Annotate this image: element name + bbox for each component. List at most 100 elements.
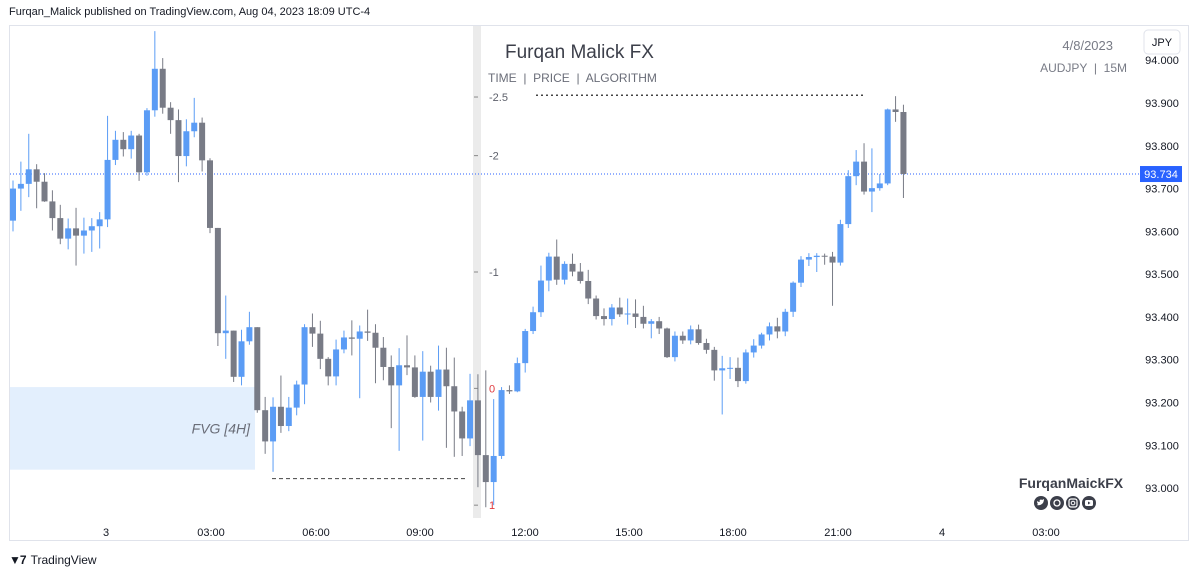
candle-body bbox=[695, 329, 702, 344]
fvg-label: FVG [4H] bbox=[192, 420, 251, 436]
candle-body bbox=[411, 367, 418, 397]
candle-body bbox=[151, 68, 158, 111]
candle bbox=[175, 109, 182, 183]
candle bbox=[49, 190, 56, 231]
candle-body bbox=[474, 400, 481, 456]
candle-body bbox=[679, 335, 686, 341]
candle-body bbox=[238, 341, 245, 377]
candle bbox=[325, 357, 332, 386]
candle-body bbox=[774, 326, 781, 332]
candle-body bbox=[632, 313, 639, 317]
candle bbox=[396, 348, 403, 451]
threads-icon bbox=[1050, 496, 1064, 510]
candle-body bbox=[687, 329, 694, 341]
y-tick-label: 93.200 bbox=[1145, 397, 1179, 409]
candle-body bbox=[128, 135, 135, 150]
candle-body bbox=[742, 352, 749, 382]
candle-body bbox=[246, 327, 253, 342]
candle-body bbox=[805, 257, 812, 260]
candle bbox=[10, 180, 16, 232]
candle bbox=[183, 119, 190, 167]
x-tick-label: 09:00 bbox=[406, 527, 434, 539]
candle-body bbox=[648, 321, 655, 324]
candle-body bbox=[585, 280, 592, 299]
candle bbox=[577, 263, 584, 284]
candle bbox=[467, 373, 474, 447]
candle bbox=[191, 97, 198, 138]
candle bbox=[829, 251, 836, 306]
candle bbox=[459, 406, 466, 456]
tradingview-logo-icon[interactable]: ▼7 bbox=[9, 553, 27, 567]
candle-body bbox=[845, 176, 852, 225]
candle bbox=[490, 399, 497, 506]
fib-label: 1 bbox=[489, 500, 495, 512]
x-tick-label: 15:00 bbox=[615, 527, 643, 539]
candle bbox=[868, 148, 875, 213]
candle bbox=[798, 256, 804, 287]
candle bbox=[498, 387, 505, 459]
candle-body bbox=[664, 328, 671, 358]
footer: ▼7 TradingView bbox=[9, 553, 97, 567]
instagram-icon bbox=[1066, 496, 1080, 510]
candle bbox=[474, 374, 481, 488]
y-tick-label: 93.900 bbox=[1145, 98, 1179, 110]
candle-body bbox=[222, 330, 229, 334]
candle bbox=[435, 345, 442, 411]
x-tick-label: 06:00 bbox=[302, 527, 330, 539]
candle bbox=[711, 346, 718, 381]
candle-body bbox=[57, 218, 64, 239]
candle-body bbox=[214, 227, 221, 334]
candle-body bbox=[112, 139, 119, 160]
footer-brand[interactable]: TradingView bbox=[30, 553, 97, 567]
candle-body bbox=[404, 365, 410, 368]
candle bbox=[151, 31, 158, 117]
fib-label: -1 bbox=[489, 267, 499, 279]
time-axis[interactable]: 3 03:00 06:00 09:00 12:00 15:00 18:00 21:00 4 03:… bbox=[103, 527, 1060, 539]
candlestick-chart[interactable]: FVG [4H] -2.5 -2 -1 0 1 94.000 93.900 93.800 93… bbox=[10, 26, 1188, 540]
candle-body bbox=[88, 226, 95, 231]
candle bbox=[167, 102, 174, 134]
publish-line: Furqan_Malick published on TradingView.c… bbox=[9, 6, 371, 18]
y-tick-label: 93.100 bbox=[1145, 440, 1179, 452]
candle bbox=[664, 327, 671, 358]
candle bbox=[128, 130, 135, 159]
candle bbox=[766, 322, 773, 341]
candle bbox=[309, 313, 316, 347]
fib-label: -2.5 bbox=[489, 92, 508, 104]
fvg-layer: FVG [4H] bbox=[10, 387, 255, 470]
candle bbox=[608, 304, 615, 326]
candle bbox=[254, 327, 261, 413]
candle-body bbox=[530, 312, 537, 332]
candle-body bbox=[459, 411, 466, 439]
candle-body bbox=[829, 256, 836, 263]
currency-button[interactable]: JPY bbox=[1143, 29, 1181, 55]
candle-body bbox=[159, 68, 166, 108]
y-tick-label: 93.400 bbox=[1145, 312, 1179, 324]
candle bbox=[884, 108, 891, 186]
chart-date: 4/8/2023 bbox=[1062, 38, 1113, 53]
candle bbox=[900, 104, 907, 198]
candle-body bbox=[624, 313, 631, 315]
candle-body bbox=[671, 335, 678, 358]
candle-body bbox=[853, 161, 860, 177]
candle bbox=[671, 331, 678, 362]
fib-levels: -2.5 -2 -1 0 1 bbox=[474, 92, 508, 512]
candle bbox=[679, 331, 686, 344]
candle bbox=[742, 349, 749, 384]
candle bbox=[317, 320, 324, 370]
candle-body bbox=[364, 331, 371, 333]
fib-label: 0 bbox=[489, 383, 495, 395]
watermark: FurqanMaickFX bbox=[1019, 475, 1124, 491]
candle bbox=[593, 295, 600, 320]
candle bbox=[845, 170, 852, 228]
candle bbox=[80, 217, 87, 254]
candle-body bbox=[356, 331, 363, 339]
candle bbox=[404, 335, 410, 376]
chart-frame[interactable]: FVG [4H] -2.5 -2 -1 0 1 94.000 93.900 93.800 93… bbox=[9, 25, 1189, 541]
candle bbox=[703, 338, 710, 354]
price-axis[interactable]: 94.000 93.900 93.800 93.700 93.600 93.500 93.4… bbox=[1145, 55, 1179, 495]
candle bbox=[301, 324, 308, 405]
candle bbox=[514, 357, 521, 393]
candle-body bbox=[396, 365, 403, 386]
candle bbox=[25, 133, 32, 198]
